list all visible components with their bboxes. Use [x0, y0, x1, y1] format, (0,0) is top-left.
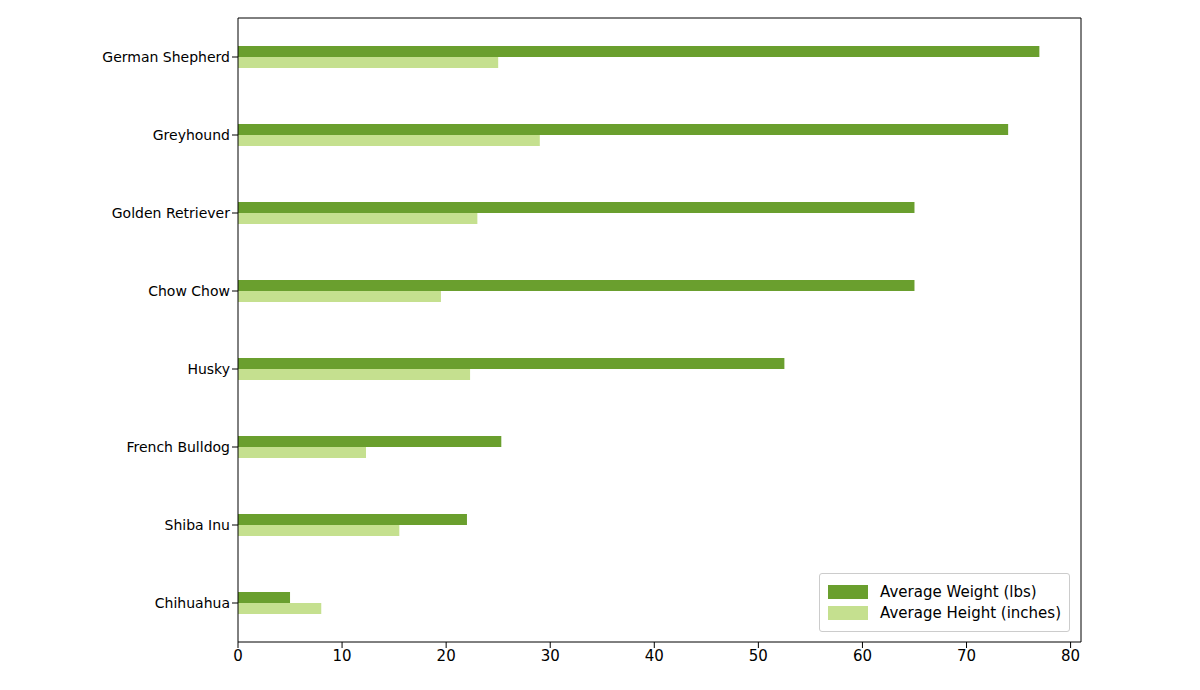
svg-text:60: 60	[853, 647, 872, 665]
svg-text:Greyhound: Greyhound	[153, 127, 230, 143]
html-text:Average Height (inches): Average Height (inches)	[880, 604, 1061, 622]
svg-text:70: 70	[957, 647, 976, 665]
svg-text:30: 30	[541, 647, 560, 665]
svg-text:0: 0	[233, 647, 243, 665]
svg-text:Golden Retriever: Golden Retriever	[112, 205, 230, 221]
svg-text:20: 20	[437, 647, 456, 665]
svg-text:Husky: Husky	[187, 361, 230, 377]
svg-text:50: 50	[749, 647, 768, 665]
svg-text:40: 40	[645, 647, 664, 665]
svg-text:10: 10	[333, 647, 352, 665]
svg-text:French Bulldog: French Bulldog	[126, 439, 230, 455]
svg-text:Shiba Inu: Shiba Inu	[165, 517, 230, 533]
svg-text:80: 80	[1061, 647, 1080, 665]
svg-text:Chihuahua: Chihuahua	[155, 595, 230, 611]
html-text:Average Weight (lbs): Average Weight (lbs)	[880, 583, 1037, 601]
svg-text:German Shepherd: German Shepherd	[102, 49, 230, 65]
svg-text:Chow Chow: Chow Chow	[148, 283, 230, 299]
